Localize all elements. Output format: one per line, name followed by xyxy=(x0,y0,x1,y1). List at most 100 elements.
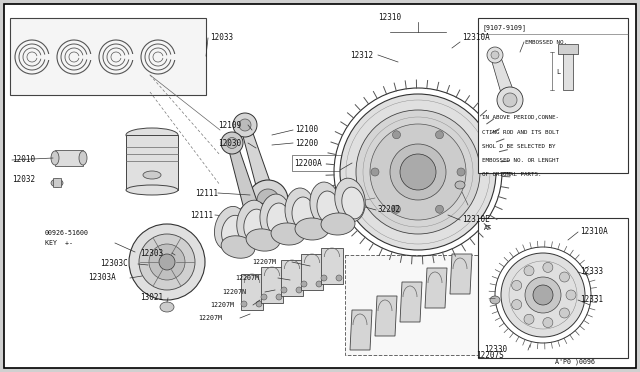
Text: 12303C: 12303C xyxy=(100,260,128,269)
Circle shape xyxy=(301,281,307,287)
Ellipse shape xyxy=(310,182,340,226)
Polygon shape xyxy=(345,255,535,355)
Circle shape xyxy=(248,180,288,220)
Text: KEY  +-: KEY +- xyxy=(45,240,73,246)
Ellipse shape xyxy=(342,187,364,219)
Circle shape xyxy=(221,132,243,154)
Polygon shape xyxy=(375,296,397,336)
Text: 12310A: 12310A xyxy=(580,228,608,237)
Ellipse shape xyxy=(267,203,289,235)
Bar xyxy=(321,248,343,284)
Circle shape xyxy=(457,168,465,176)
Circle shape xyxy=(276,294,282,300)
Circle shape xyxy=(512,280,522,291)
Bar xyxy=(281,260,303,296)
Text: AT: AT xyxy=(484,225,492,231)
Ellipse shape xyxy=(143,171,161,179)
Circle shape xyxy=(321,275,327,281)
Circle shape xyxy=(400,154,436,190)
Ellipse shape xyxy=(455,181,465,189)
Ellipse shape xyxy=(285,188,315,232)
Text: 12010: 12010 xyxy=(12,155,35,164)
Text: EMBOSSED NO. OR LENGHT: EMBOSSED NO. OR LENGHT xyxy=(482,157,559,163)
Ellipse shape xyxy=(271,223,305,245)
Text: 12111: 12111 xyxy=(195,189,218,198)
Text: 12030: 12030 xyxy=(218,138,241,148)
Ellipse shape xyxy=(260,194,290,238)
Circle shape xyxy=(435,205,444,213)
Ellipse shape xyxy=(317,191,339,223)
Text: 13021: 13021 xyxy=(140,294,163,302)
Ellipse shape xyxy=(126,185,178,195)
Text: 12200A: 12200A xyxy=(294,160,322,169)
Text: 12330: 12330 xyxy=(484,346,507,355)
Text: 12333: 12333 xyxy=(580,267,603,276)
Circle shape xyxy=(392,131,401,139)
Text: 32202: 32202 xyxy=(378,205,401,215)
Text: 12109: 12109 xyxy=(218,121,241,129)
Bar xyxy=(478,218,628,358)
Circle shape xyxy=(512,299,522,310)
Polygon shape xyxy=(241,124,276,202)
Circle shape xyxy=(533,285,553,305)
Bar xyxy=(126,135,178,190)
Circle shape xyxy=(503,93,517,107)
Circle shape xyxy=(543,262,553,272)
Text: L: L xyxy=(556,69,560,75)
Polygon shape xyxy=(425,268,447,308)
Text: 12207M: 12207M xyxy=(235,275,259,281)
Ellipse shape xyxy=(237,200,268,244)
Circle shape xyxy=(261,294,267,300)
Text: CTING ROD AND ITS BOLT: CTING ROD AND ITS BOLT xyxy=(482,129,559,135)
Circle shape xyxy=(559,272,570,282)
Circle shape xyxy=(525,277,561,313)
Text: 12310: 12310 xyxy=(378,13,401,22)
Text: OF ORIGNAL PARTS.: OF ORIGNAL PARTS. xyxy=(482,171,541,176)
Text: A'P0 )0096: A'P0 )0096 xyxy=(555,359,595,365)
Text: 12207S: 12207S xyxy=(476,350,504,359)
Text: 12312: 12312 xyxy=(350,51,373,60)
Text: 12207M: 12207M xyxy=(198,315,222,321)
Circle shape xyxy=(257,189,279,211)
Text: IN ABOVE PERIOD,CONNE-: IN ABOVE PERIOD,CONNE- xyxy=(482,115,559,121)
Circle shape xyxy=(559,308,570,318)
Text: 12303A: 12303A xyxy=(88,273,116,282)
Circle shape xyxy=(566,290,576,300)
Bar xyxy=(55,150,83,166)
Text: 12100: 12100 xyxy=(295,125,318,135)
Circle shape xyxy=(233,113,257,137)
Circle shape xyxy=(296,287,302,293)
Circle shape xyxy=(392,205,401,213)
Ellipse shape xyxy=(51,179,63,187)
Bar xyxy=(292,155,352,171)
Circle shape xyxy=(524,266,534,276)
Text: 00926-51600: 00926-51600 xyxy=(45,230,89,236)
Ellipse shape xyxy=(292,197,314,229)
Text: 12303: 12303 xyxy=(140,248,163,257)
Ellipse shape xyxy=(214,206,246,250)
Circle shape xyxy=(256,301,262,307)
Text: EMBOSSED NO.: EMBOSSED NO. xyxy=(525,39,567,45)
Ellipse shape xyxy=(490,296,500,304)
Circle shape xyxy=(316,281,322,287)
Ellipse shape xyxy=(126,128,178,142)
Circle shape xyxy=(370,124,466,220)
Polygon shape xyxy=(400,282,422,322)
Bar xyxy=(301,254,323,290)
Text: 12111: 12111 xyxy=(190,211,213,219)
Bar xyxy=(478,18,628,173)
Bar xyxy=(261,267,283,303)
Ellipse shape xyxy=(51,151,59,165)
Text: 12310A: 12310A xyxy=(462,33,490,42)
Circle shape xyxy=(139,234,195,290)
Text: 12310E: 12310E xyxy=(462,215,490,224)
Ellipse shape xyxy=(335,178,365,222)
Polygon shape xyxy=(350,310,372,350)
Circle shape xyxy=(340,94,496,250)
Text: 12331: 12331 xyxy=(580,295,603,305)
Circle shape xyxy=(390,144,446,200)
Circle shape xyxy=(336,275,342,281)
Circle shape xyxy=(159,254,175,270)
Polygon shape xyxy=(490,55,517,100)
Ellipse shape xyxy=(244,209,266,241)
